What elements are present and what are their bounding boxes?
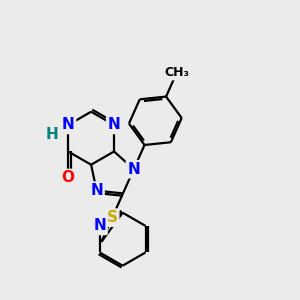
Text: H: H [46,127,59,142]
Text: N: N [90,183,103,198]
Text: CH₃: CH₃ [164,66,189,79]
Text: N: N [93,218,106,233]
Text: N: N [108,118,120,133]
Text: S: S [107,210,118,225]
Text: N: N [62,118,74,133]
Text: N: N [128,162,140,177]
Text: O: O [62,170,75,185]
